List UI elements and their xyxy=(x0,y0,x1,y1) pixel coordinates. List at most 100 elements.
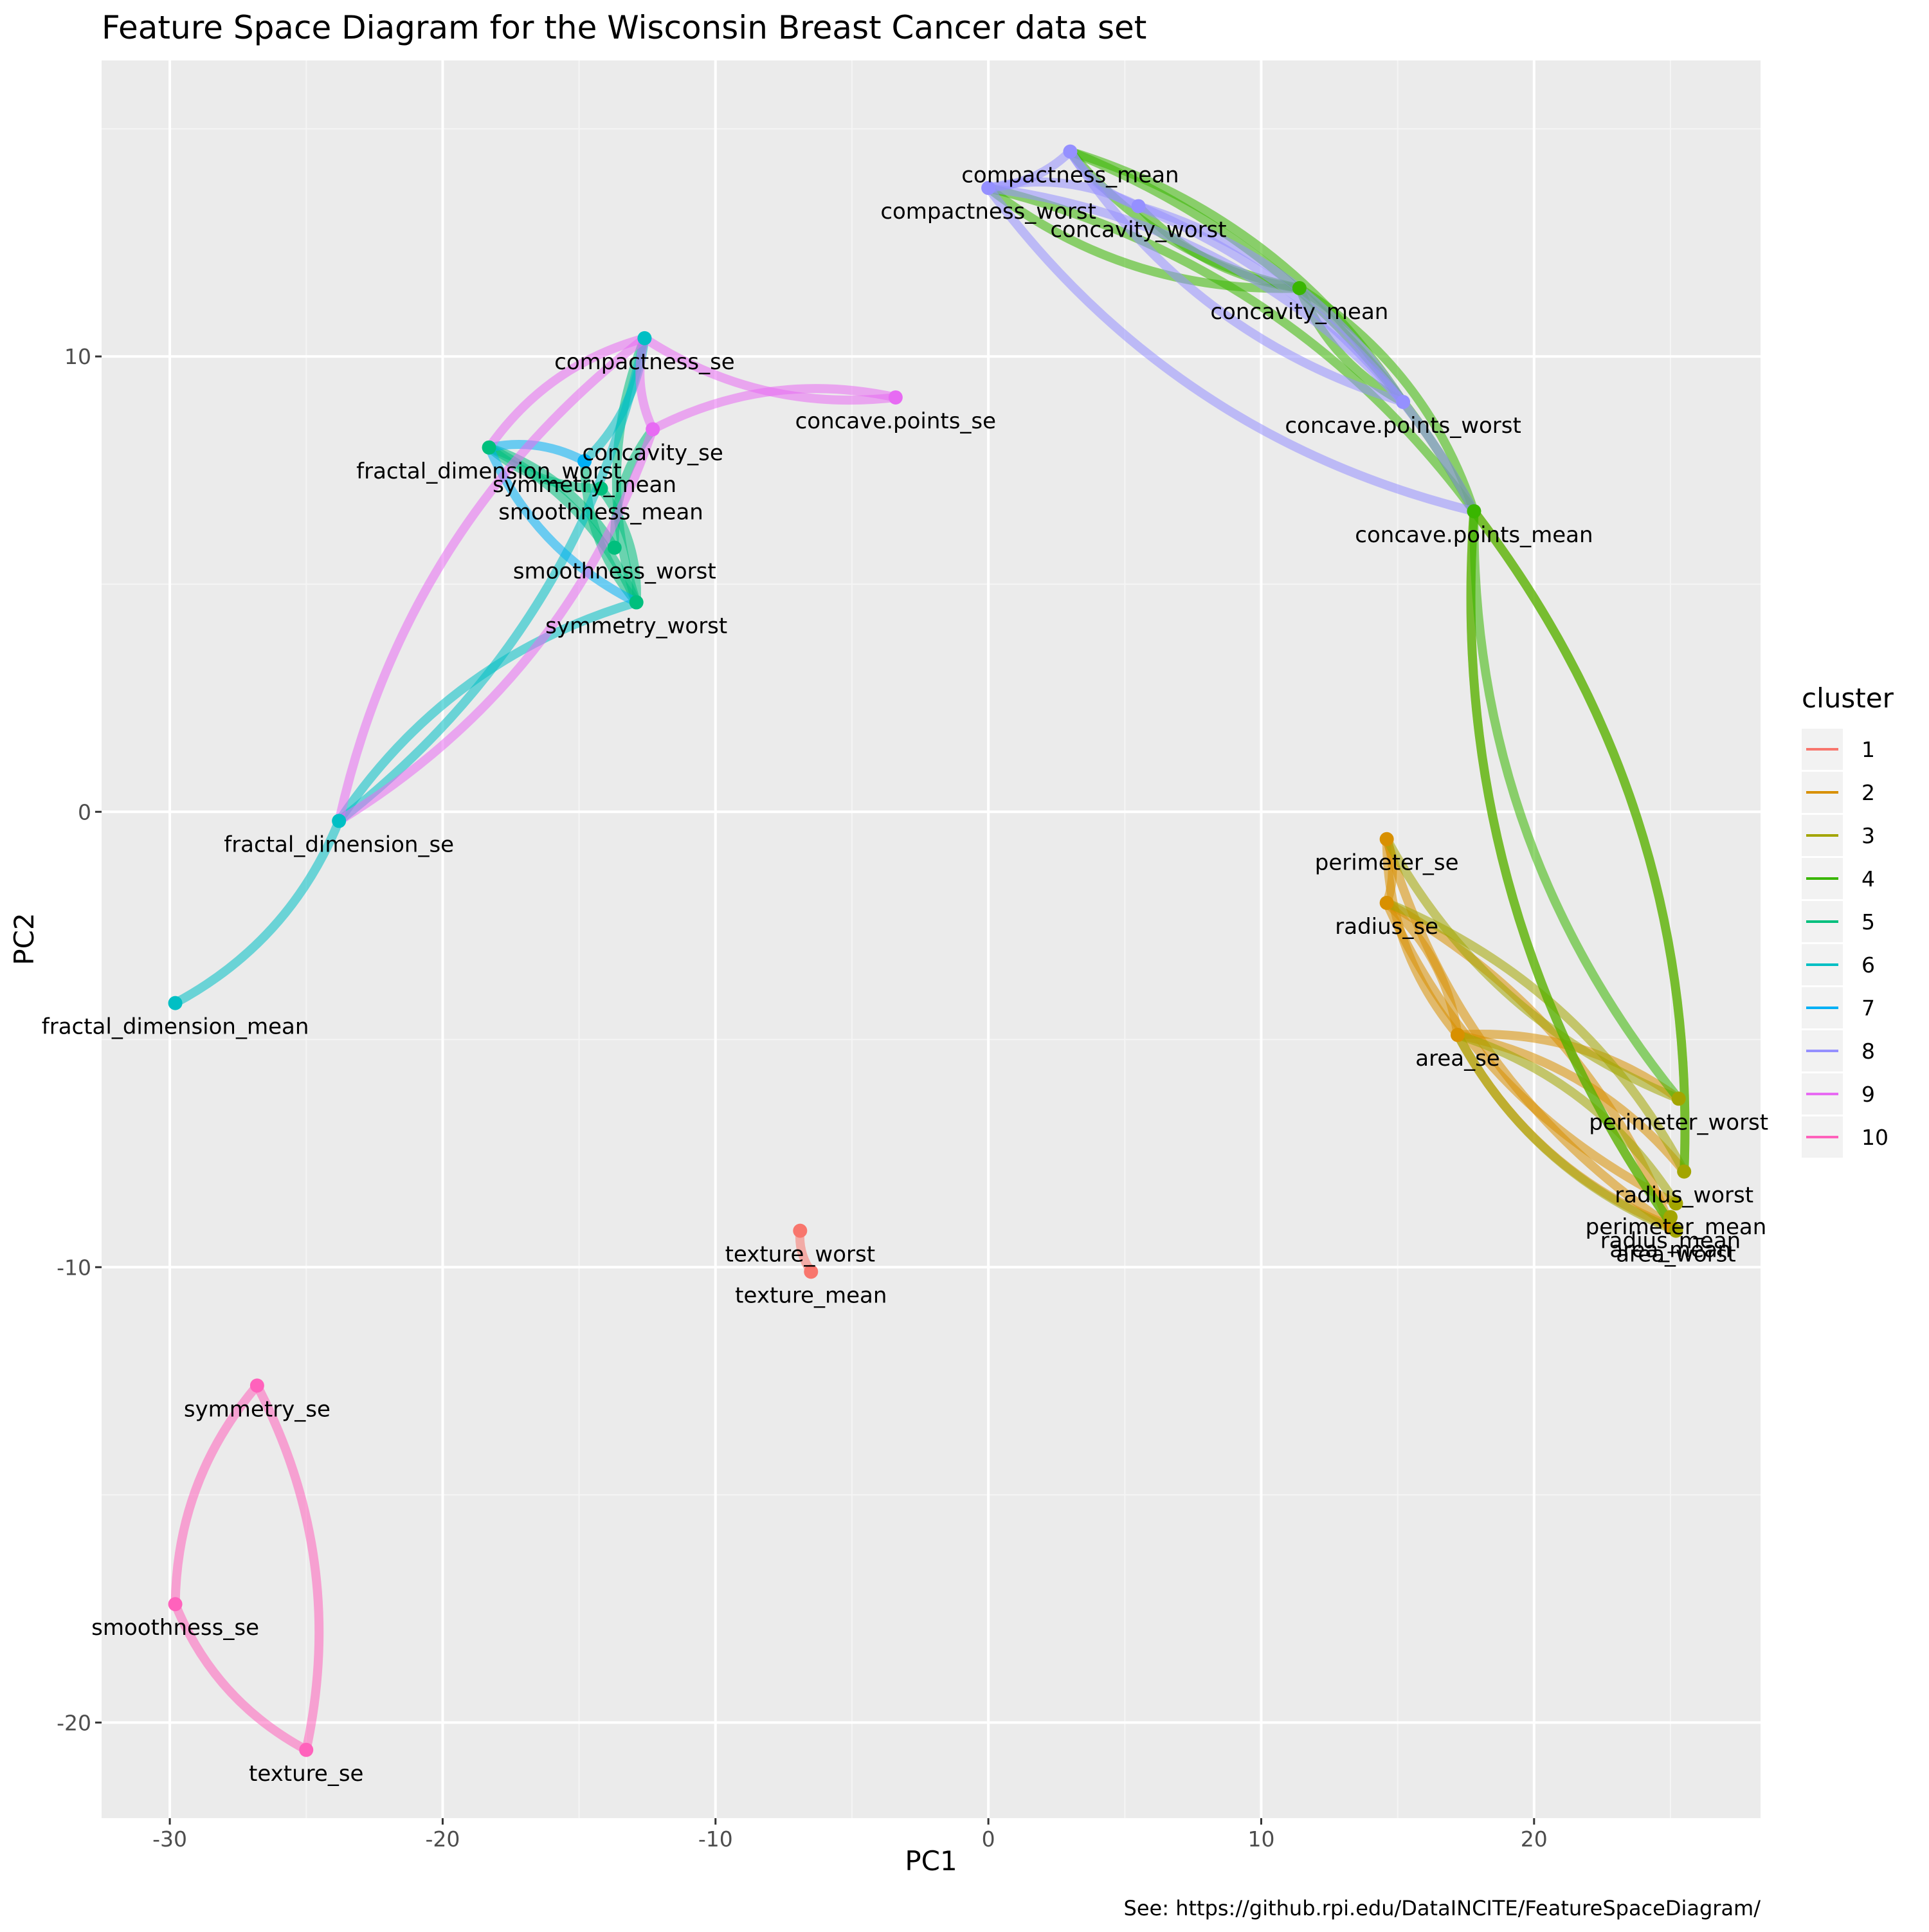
node-label-smoothness-mean: smoothness_mean xyxy=(498,500,703,525)
node-label-area-mean: area_mean xyxy=(1609,1237,1731,1263)
node-fractal-dimension-se xyxy=(332,814,347,828)
node-label-perimeter-worst: perimeter_worst xyxy=(1589,1109,1768,1135)
node-label-texture-worst: texture_worst xyxy=(725,1242,875,1268)
legend-label-10: 10 xyxy=(1861,1125,1888,1150)
edge-cluster-2 xyxy=(1382,898,1681,1208)
node-label-symmetry-mean: symmetry_mean xyxy=(493,472,676,498)
major-gridlines xyxy=(102,60,1761,1818)
edge-cluster-9 xyxy=(635,333,658,434)
node-label-symmetry-se: symmetry_se xyxy=(184,1396,331,1422)
nodes-layer xyxy=(168,144,1692,1757)
legend-items: 1 2 3 4 5 6 7 8 9 10 xyxy=(1802,729,1888,1158)
edge-cluster-10 xyxy=(252,1381,324,1754)
node-label-perimeter-se: perimeter_se xyxy=(1315,850,1459,876)
legend-label-2: 2 xyxy=(1861,780,1875,805)
node-area-worst xyxy=(1669,1223,1683,1238)
legend-label-8: 8 xyxy=(1861,1039,1875,1064)
edge-cluster-6 xyxy=(334,333,649,826)
node-smoothness-mean xyxy=(593,481,608,496)
edge-cluster-4 xyxy=(984,183,1304,293)
node-smoothness-se xyxy=(168,1597,183,1612)
edge-cluster-8 xyxy=(1065,147,1408,406)
edge-cluster-4 xyxy=(984,183,1479,516)
node-symmetry-mean xyxy=(577,454,592,469)
node-smoothness-worst xyxy=(607,540,622,555)
node-texture-mean xyxy=(804,1264,819,1279)
edge-cluster-6 xyxy=(334,597,641,826)
legend-label-3: 3 xyxy=(1861,823,1875,848)
x-tick-label: -10 xyxy=(698,1827,733,1852)
edge-cluster-9 xyxy=(334,333,649,826)
chart-caption: See: https://github.rpi.edu/DataINCITE/F… xyxy=(1124,1896,1761,1920)
y-tick-label: 0 xyxy=(78,799,91,825)
y-axis-ticks: -20 -10 0 10 xyxy=(57,344,102,1735)
edge-cluster-3 xyxy=(1453,1030,1681,1235)
edge-cluster-7 xyxy=(484,439,590,466)
legend-label-7: 7 xyxy=(1861,996,1875,1021)
node-label-concavity-worst: concavity_worst xyxy=(1050,217,1226,243)
node-area-se xyxy=(1450,1028,1465,1043)
x-tick-label: 20 xyxy=(1521,1827,1548,1852)
node-radius-worst xyxy=(1677,1164,1692,1179)
node-label-fractal-dimension-se: fractal_dimension_se xyxy=(224,832,454,857)
node-compactness-se xyxy=(637,331,652,345)
node-label-radius-worst: radius_worst xyxy=(1615,1183,1753,1208)
node-concave-points-worst xyxy=(1396,395,1411,410)
node-label-radius-mean: radius_mean xyxy=(1600,1228,1741,1253)
node-label-fractal-dimension-mean: fractal_dimension_mean xyxy=(42,1014,309,1040)
node-radius-mean xyxy=(1663,1210,1678,1225)
node-concavity-worst xyxy=(1131,199,1146,214)
legend-label-5: 5 xyxy=(1861,909,1875,934)
node-concave-points-se xyxy=(888,390,903,405)
x-tick-label: -30 xyxy=(152,1827,187,1852)
y-tick-label: -10 xyxy=(57,1255,91,1280)
legend-label-4: 4 xyxy=(1861,866,1875,891)
node-label-fractal-dimension-worst: fractal_dimension_worst xyxy=(356,459,622,484)
node-label-radius-se: radius_se xyxy=(1335,914,1438,940)
node-label-area-worst: area_worst xyxy=(1616,1242,1735,1268)
node-symmetry-worst xyxy=(629,595,644,610)
node-label-concavity-mean: concavity_mean xyxy=(1210,299,1388,325)
edge-cluster-5 xyxy=(484,442,619,552)
node-label-symmetry-worst: symmetry_worst xyxy=(545,614,727,639)
node-label-compactness-mean: compactness_mean xyxy=(961,163,1179,188)
node-label-area-se: area_se xyxy=(1415,1046,1499,1071)
edge-cluster-9 xyxy=(334,424,658,826)
node-perimeter-worst xyxy=(1671,1091,1686,1106)
node-texture-worst xyxy=(793,1223,808,1238)
y-tick-label: -20 xyxy=(57,1710,91,1735)
legend-title: cluster xyxy=(1802,682,1894,714)
edge-cluster-9 xyxy=(648,384,900,434)
edge-cluster-3 xyxy=(1382,834,1683,1104)
edges-layer xyxy=(170,147,1690,1754)
node-label-texture-se: texture_se xyxy=(249,1761,363,1787)
node-label-concave-points-se: concave.points_se xyxy=(795,408,996,434)
x-axis-ticks: -30 -20 -10 0 10 20 xyxy=(152,1818,1548,1852)
node-compactness-worst xyxy=(981,181,996,196)
node-label-perimeter-mean: perimeter_mean xyxy=(1586,1214,1767,1240)
legend-label-1: 1 xyxy=(1861,737,1875,762)
edge-cluster-2 xyxy=(1382,834,1675,1231)
edge-cluster-3 xyxy=(1382,898,1689,1176)
edge-cluster-4 xyxy=(1466,507,1681,1235)
edge-cluster-6 xyxy=(170,816,344,1008)
node-concavity-se xyxy=(646,422,660,437)
edge-cluster-3 xyxy=(1453,1030,1681,1208)
node-label-texture-mean: texture_mean xyxy=(735,1282,887,1308)
node-symmetry-se xyxy=(249,1378,264,1393)
node-texture-se xyxy=(299,1742,314,1757)
legend-label-9: 9 xyxy=(1861,1082,1875,1107)
x-tick-label: 10 xyxy=(1247,1827,1274,1852)
node-label-smoothness-worst: smoothness_worst xyxy=(513,559,716,585)
node-concave-points-mean xyxy=(1467,504,1481,518)
edge-cluster-8 xyxy=(984,183,1479,516)
legend: cluster 1 2 3 4 5 6 7 8 9 10 xyxy=(1802,682,1894,1158)
node-label-compactness-se: compactness_se xyxy=(554,349,735,375)
x-tick-label: 0 xyxy=(982,1827,995,1852)
edge-cluster-10 xyxy=(170,1381,262,1609)
y-tick-label: 10 xyxy=(64,344,91,369)
node-label-concave-points-mean: concave.points_mean xyxy=(1355,522,1593,548)
edge-cluster-5 xyxy=(580,457,641,607)
